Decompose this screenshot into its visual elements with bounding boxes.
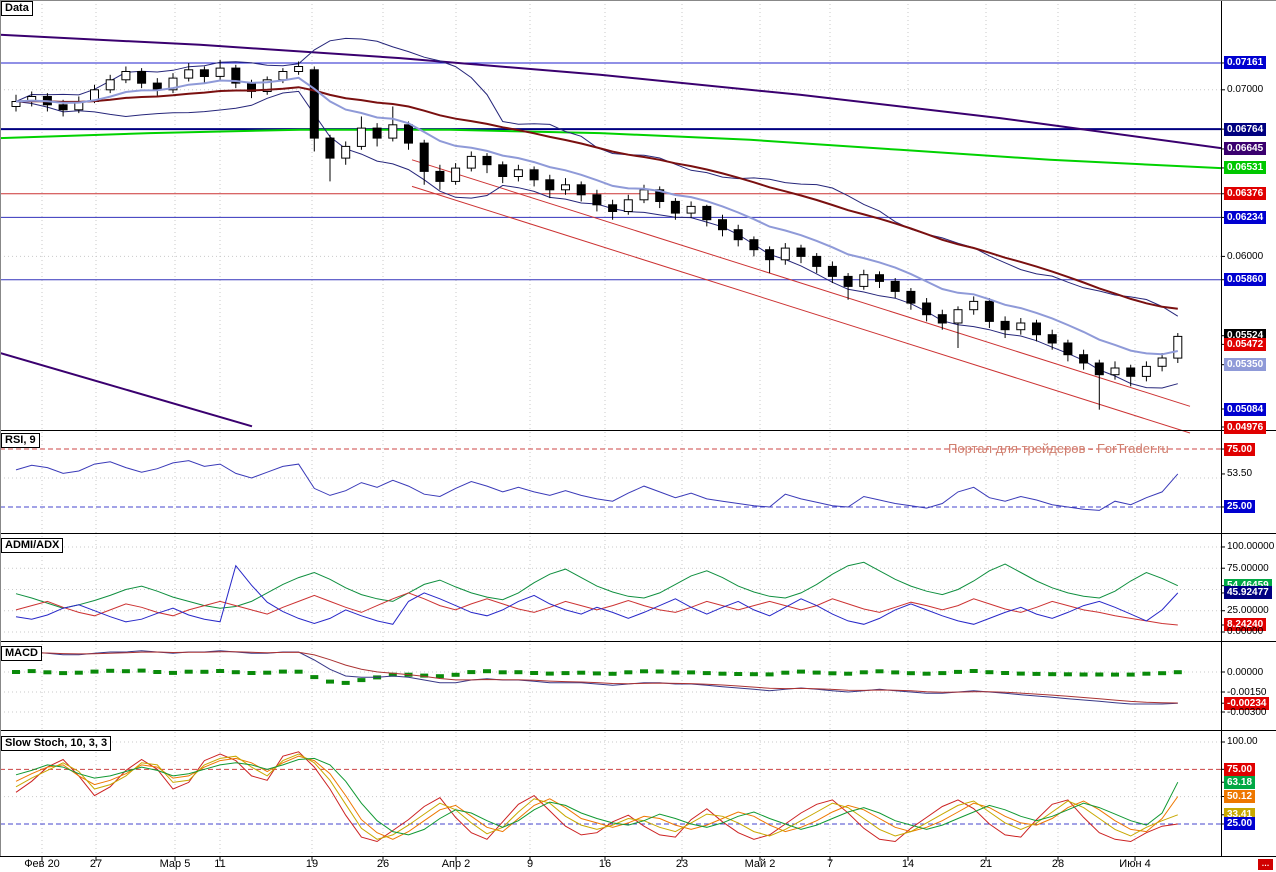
price-label: 8.24240 — [1224, 618, 1267, 632]
macd-panel-label: MACD — [1, 646, 42, 661]
price-label: 63.18 — [1224, 775, 1256, 789]
stoch-panel-label: Slow Stoch, 10, 3, 3 — [1, 736, 112, 751]
candles — [11, 59, 1183, 410]
price-label: 0.04976 — [1224, 420, 1267, 434]
gridlines — [0, 0, 1221, 856]
price-label: 0.06234 — [1224, 210, 1267, 224]
price-label: -0.00150 — [1227, 686, 1267, 698]
time-label: 14 — [901, 858, 915, 870]
adx-panel-label: ADMI/ADX — [1, 538, 64, 553]
trendlines — [0, 33, 1222, 434]
price-label: 0.00000 — [1227, 666, 1264, 678]
price-label: 0.06531 — [1224, 161, 1267, 175]
data-window-label: Data — [1, 1, 33, 16]
time-label: 16 — [598, 858, 612, 870]
price-label: 0.05860 — [1224, 273, 1267, 287]
watermark: Портал для трейдеров - ForTrader.ru — [948, 441, 1169, 456]
price-label: 53.50 — [1227, 468, 1253, 480]
adx-lines — [15, 561, 1179, 626]
price-label: 25.00 — [1224, 500, 1256, 514]
price-label: 75.00 — [1224, 762, 1256, 776]
price-label: 0.00000 — [1227, 626, 1264, 638]
time-label: 28 — [1051, 858, 1065, 870]
time-label: 27 — [89, 858, 103, 870]
price-label: 0.05084 — [1224, 402, 1267, 416]
rsi-panel-label: RSI, 9 — [1, 433, 40, 448]
price-label: 100.00000 — [1227, 541, 1275, 553]
price-label: -0.00234 — [1224, 696, 1270, 710]
price-label: -0.00300 — [1227, 706, 1267, 718]
moving-averages — [15, 76, 1179, 356]
stoch-lines — [15, 751, 1179, 843]
price-label: 45.92477 — [1224, 586, 1272, 600]
price-label: 0.06764 — [1224, 122, 1267, 136]
price-label: 0.07000 — [1227, 84, 1264, 96]
time-label: Апр 2 — [441, 858, 471, 870]
price-label: 25.00000 — [1227, 605, 1269, 617]
time-label: 9 — [526, 858, 534, 870]
time-label: 11 — [214, 858, 226, 870]
price-label: 0.07161 — [1224, 56, 1267, 70]
time-label: 23 — [675, 858, 689, 870]
time-label: Фев 20 — [24, 858, 60, 870]
logo-badge: … — [1258, 859, 1273, 870]
price-label: 0.06376 — [1224, 187, 1267, 201]
price-label: 0.05350 — [1224, 358, 1267, 372]
time-label: Май 2 — [744, 858, 776, 870]
price-label: 0.06000 — [1227, 250, 1264, 262]
time-label: 7 — [826, 858, 834, 870]
time-label: 21 — [979, 858, 993, 870]
price-label: 75.00 — [1224, 442, 1256, 456]
time-label: 26 — [376, 858, 390, 870]
time-label: 19 — [305, 858, 319, 870]
time-label: Мар 5 — [159, 858, 191, 870]
price-label: 0.06645 — [1224, 142, 1267, 156]
time-label: Июн 4 — [1119, 858, 1151, 870]
price-label: 50.12 — [1224, 790, 1256, 804]
price-label: 100.00 — [1227, 736, 1258, 748]
price-label: 0.05472 — [1224, 337, 1267, 351]
price-label: 75.00000 — [1227, 562, 1269, 574]
rsi-line — [15, 460, 1179, 511]
price-label: 25.00 — [1224, 817, 1256, 831]
macd — [12, 650, 1182, 705]
